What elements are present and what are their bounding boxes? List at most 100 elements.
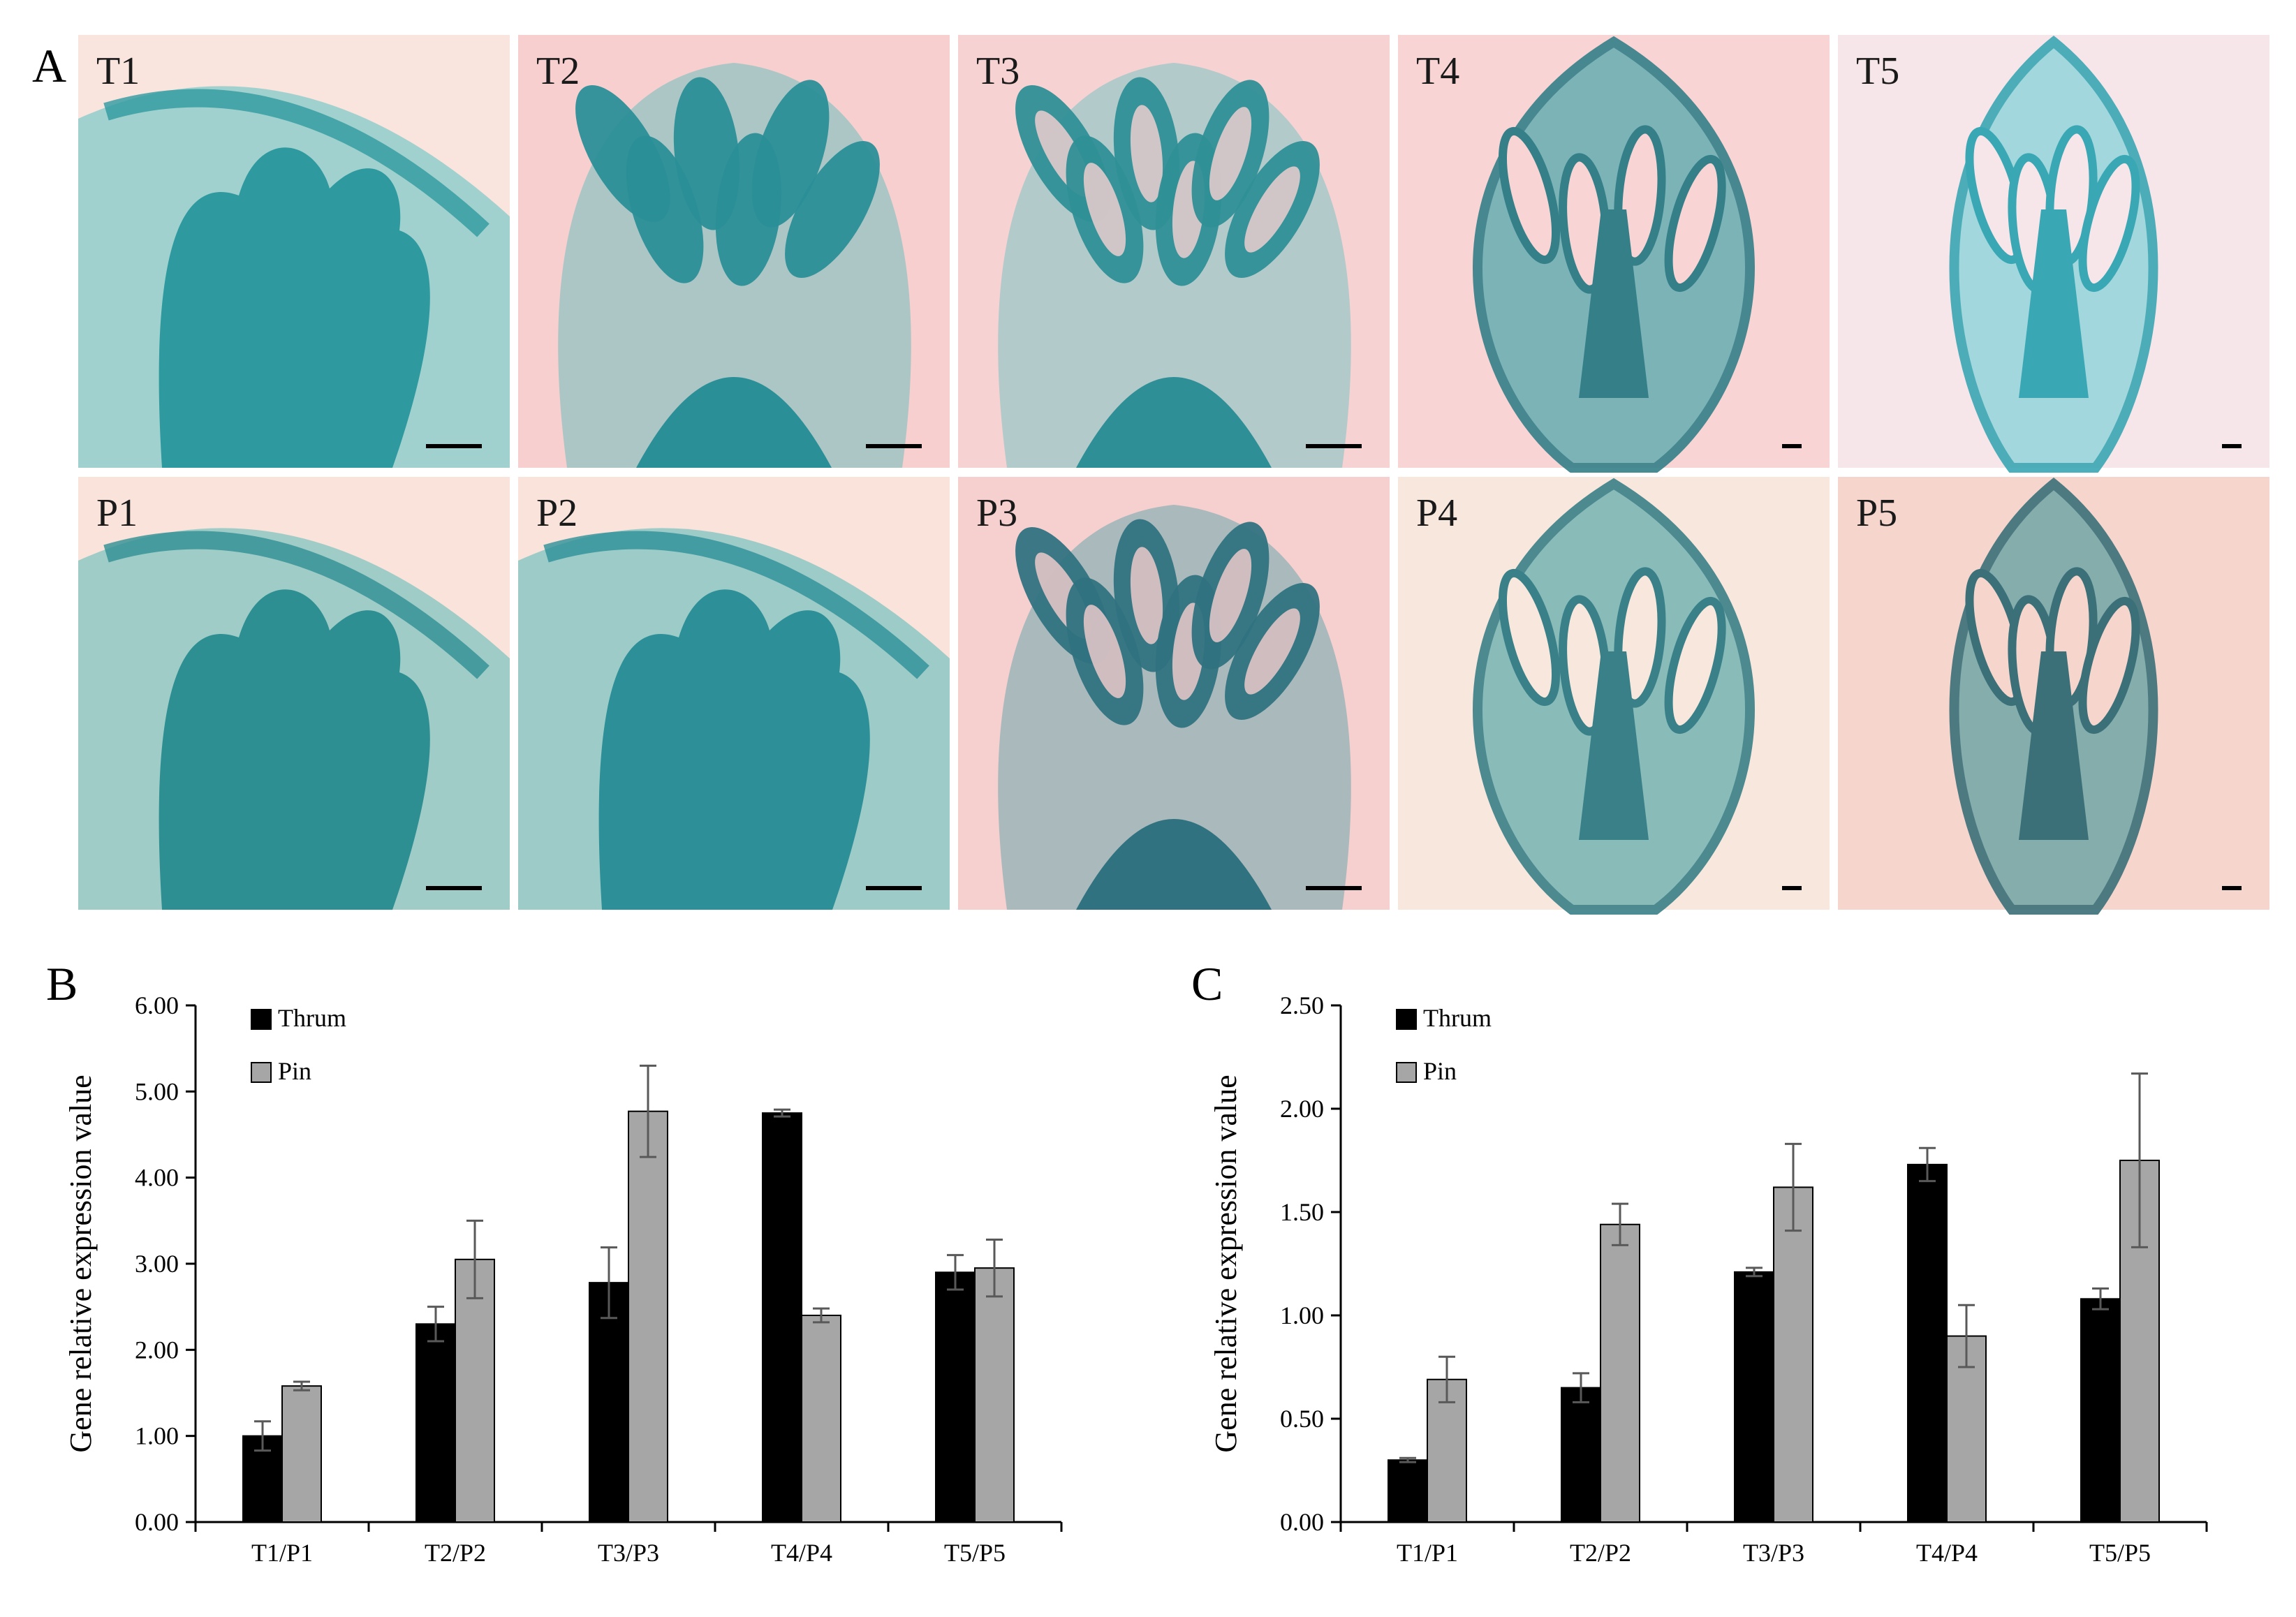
y-tick-label: 4.00	[135, 1164, 179, 1192]
bar-thrum	[415, 1323, 456, 1523]
bar-pin	[974, 1267, 1015, 1523]
legend-label-pin: Pin	[1423, 1057, 1457, 1085]
y-tick-label: 2.50	[1280, 991, 1324, 1019]
bract	[103, 531, 490, 679]
scale-bar	[1782, 444, 1802, 448]
micrograph-label: T4	[1416, 50, 1459, 93]
bar-thrum	[762, 1112, 802, 1523]
panel-c-letter: C	[1191, 957, 1223, 1010]
micrograph-label: P3	[976, 492, 1017, 535]
meristem	[598, 589, 870, 910]
x-tick-label: T5/P5	[944, 1539, 1006, 1567]
locule	[1244, 608, 1300, 695]
scale-bar	[2222, 444, 2242, 448]
receptacle	[1076, 819, 1272, 910]
legend-label-thrum: Thrum	[1423, 1004, 1492, 1032]
scale-bar	[426, 444, 482, 448]
x-tick-label: T3/P3	[1743, 1539, 1804, 1567]
pistil	[1579, 209, 1649, 398]
y-tick-label: 1.50	[1280, 1198, 1324, 1226]
micrograph-label: P5	[1856, 492, 1897, 535]
bract	[103, 89, 490, 237]
pistil	[2019, 651, 2089, 840]
anther	[1614, 567, 1666, 708]
y-tick-label: 1.00	[135, 1422, 179, 1450]
micrograph-t1: T1	[78, 35, 510, 468]
bar-pin	[1600, 1223, 1640, 1523]
micrograph-p4: P4	[1398, 477, 1830, 915]
bar-thrum	[1734, 1271, 1774, 1523]
y-tick-label: 6.00	[135, 991, 179, 1019]
panel-b-letter: B	[46, 957, 78, 1010]
micrograph-t2: T2	[518, 35, 950, 468]
bar-pin	[628, 1110, 668, 1523]
x-tick-label: T4/P4	[1916, 1539, 1978, 1567]
micrograph-label: T3	[976, 50, 1020, 93]
anther	[1664, 596, 1726, 734]
y-tick-label: 5.00	[135, 1077, 179, 1105]
scale-bar	[866, 444, 922, 448]
anther	[2078, 596, 2140, 734]
bar-pin	[801, 1315, 841, 1523]
x-tick-label: T2/P2	[1570, 1539, 1631, 1567]
meristem	[159, 589, 430, 910]
x-tick-label: T4/P4	[771, 1539, 832, 1567]
legend-label-thrum: Thrum	[278, 1004, 346, 1032]
bar-thrum	[2080, 1298, 2121, 1523]
micrograph-t3: T3	[958, 35, 1390, 468]
micrograph-label: T1	[96, 50, 140, 93]
y-tick-label: 2.00	[1280, 1095, 1324, 1123]
meristem	[159, 147, 430, 468]
anther	[2078, 154, 2140, 293]
y-axis-label: Gene relative expression value	[64, 1075, 98, 1452]
bract	[543, 531, 929, 679]
locule	[1083, 605, 1126, 698]
micrograph-t4: T4	[1398, 35, 1830, 473]
receptacle	[1076, 377, 1272, 468]
anther	[785, 141, 880, 278]
locule	[1244, 166, 1300, 253]
bar-thrum	[589, 1282, 629, 1523]
anther	[1498, 568, 1561, 707]
y-axis-label: Gene relative expression value	[1209, 1075, 1243, 1452]
legend-swatch-pin	[1396, 1062, 1417, 1083]
micrograph-label: P2	[536, 492, 577, 535]
y-tick-label: 0.50	[1280, 1405, 1324, 1433]
anther	[1498, 126, 1561, 265]
micrograph-label: T2	[536, 50, 580, 93]
locule	[1209, 107, 1252, 200]
bar-pin	[281, 1385, 322, 1523]
micrograph-grid: T1 T2 T3 T4 T5 P1 P2 P3 P4 P5	[78, 35, 2269, 915]
locule	[1209, 549, 1252, 642]
bar-thrum	[935, 1271, 976, 1523]
locule	[1130, 547, 1163, 644]
scale-bar	[2222, 886, 2242, 890]
micrograph-label: T5	[1856, 50, 1899, 93]
anther	[1614, 125, 1666, 266]
x-tick-label: T3/P3	[598, 1539, 659, 1567]
y-tick-label: 3.00	[135, 1250, 179, 1278]
chart-c: 0.00 0.50 1.00 1.50 2.00 2.50 Gene relative ex…	[1209, 991, 2208, 1567]
chart-b: 0.00 1.00 2.00 3.00 4.00 5.00 6.00 Gene relativ…	[64, 991, 1063, 1567]
anther	[751, 80, 830, 228]
micrograph-p3: P3	[958, 477, 1390, 910]
x-tick-label: T5/P5	[2089, 1539, 2151, 1567]
y-tick-label: 0.00	[1280, 1508, 1324, 1536]
micrograph-t5: T5	[1838, 35, 2269, 473]
x-tick-label: T1/P1	[1397, 1539, 1458, 1567]
scale-bar	[1306, 886, 1362, 890]
anther	[626, 135, 704, 283]
panel-a-letter: A	[32, 39, 67, 92]
receptacle	[636, 377, 832, 468]
x-tick-label: T1/P1	[251, 1539, 313, 1567]
micrograph-p2: P2	[518, 477, 950, 910]
bar-thrum	[1561, 1387, 1601, 1523]
locule	[1083, 163, 1126, 256]
legend-swatch-thrum	[251, 1009, 272, 1030]
y-tick-label: 0.00	[135, 1508, 179, 1536]
micrograph-label: P1	[96, 492, 138, 535]
pistil	[2019, 209, 2089, 398]
y-tick-label: 1.00	[1280, 1301, 1324, 1329]
locule	[1130, 105, 1163, 202]
micrograph-p5: P5	[1838, 477, 2269, 915]
